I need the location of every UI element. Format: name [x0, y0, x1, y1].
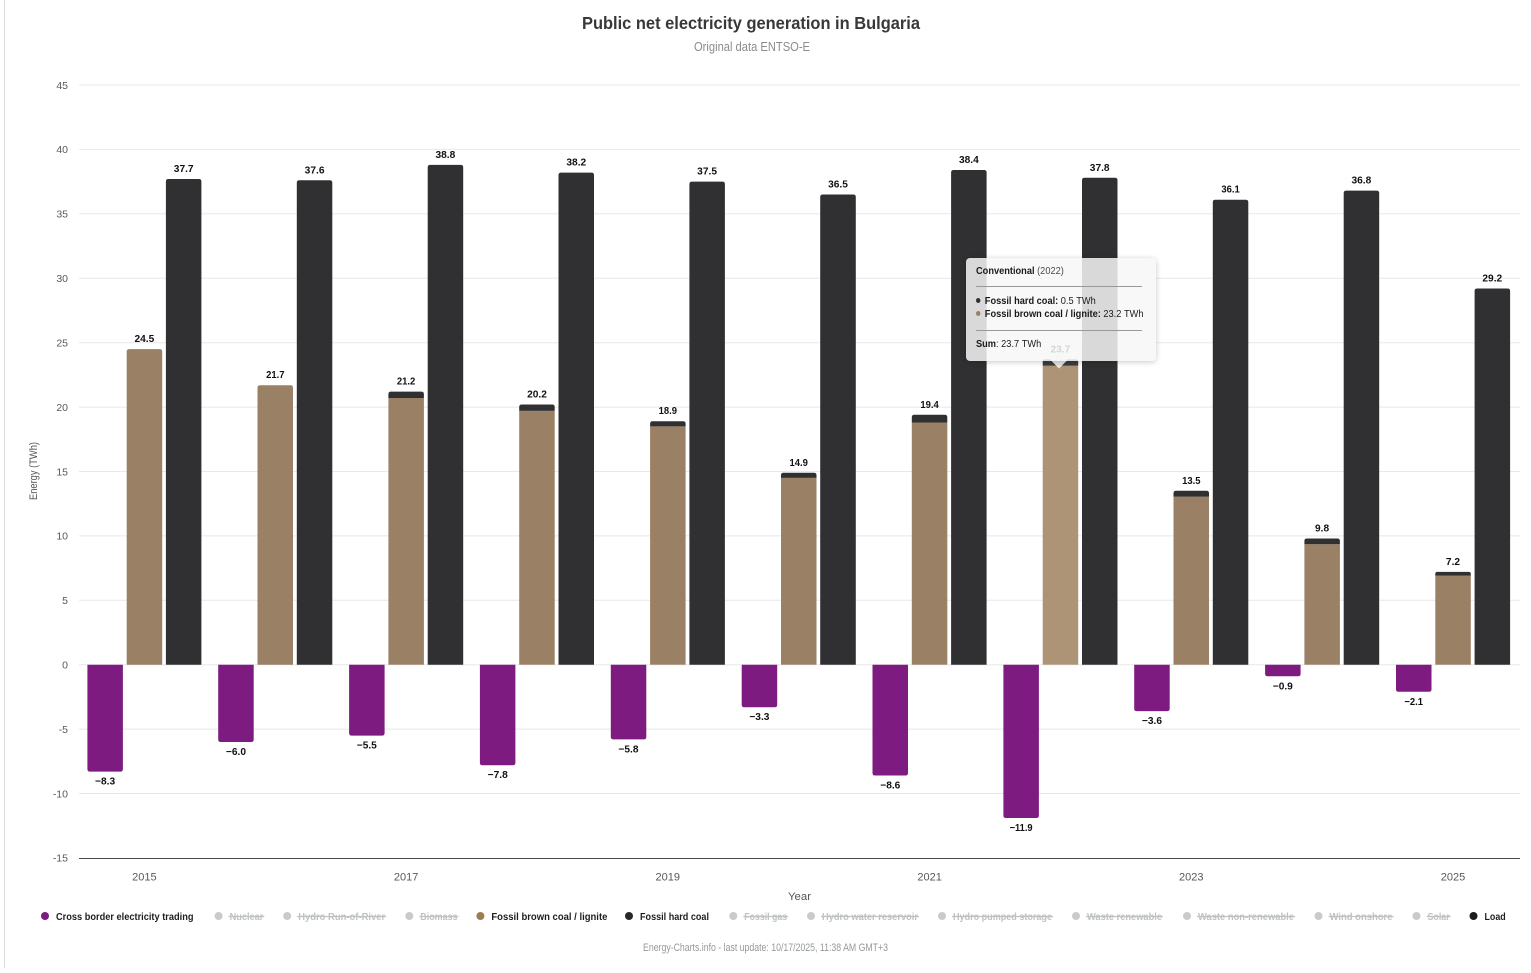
svg-text:38.8: 38.8 — [436, 150, 456, 161]
svg-text:10: 10 — [56, 531, 68, 543]
svg-text:37.6: 37.6 — [305, 165, 325, 176]
svg-text:2017: 2017 — [394, 872, 418, 884]
svg-text:25: 25 — [56, 338, 68, 350]
svg-text:35: 35 — [56, 209, 68, 221]
svg-text:−8.3: −8.3 — [95, 777, 116, 788]
svg-text:Hydro pumped storage: Hydro pumped storage — [953, 912, 1052, 923]
svg-text:30: 30 — [56, 273, 68, 285]
svg-text:21.2: 21.2 — [397, 377, 416, 388]
svg-text:−7.8: −7.8 — [488, 770, 509, 781]
svg-text:Fossil brown coal / lignite: Fossil brown coal / lignite — [491, 912, 607, 923]
svg-text:37.8: 37.8 — [1090, 163, 1110, 174]
svg-text:Hydro water reservoir: Hydro water reservoir — [822, 912, 918, 923]
svg-text:38.2: 38.2 — [566, 158, 586, 169]
svg-text:36.8: 36.8 — [1352, 176, 1372, 187]
svg-text:36.5: 36.5 — [828, 180, 848, 191]
svg-text:18.9: 18.9 — [659, 406, 678, 417]
svg-text:Fossil gas: Fossil gas — [744, 912, 787, 923]
svg-text:Wind onshore: Wind onshore — [1330, 912, 1393, 923]
svg-text:14.9: 14.9 — [790, 458, 809, 469]
svg-text:−3.6: −3.6 — [1142, 716, 1163, 727]
svg-text:40: 40 — [56, 144, 68, 156]
svg-text:20.2: 20.2 — [527, 390, 547, 401]
svg-text:Biomass: Biomass — [420, 912, 458, 923]
svg-text:13.5: 13.5 — [1182, 476, 1201, 487]
svg-text:-15: -15 — [53, 853, 68, 865]
svg-text:−6.0: −6.0 — [226, 747, 247, 758]
svg-text:-5: -5 — [59, 724, 68, 736]
svg-text:−3.3: −3.3 — [749, 712, 770, 723]
svg-text:Nuclear: Nuclear — [230, 912, 264, 923]
svg-text:2019: 2019 — [656, 872, 680, 884]
svg-text:45: 45 — [56, 80, 68, 92]
svg-text:19.4: 19.4 — [920, 400, 939, 411]
svg-text:Public net electricity generat: Public net electricity generation in Bul… — [582, 13, 920, 33]
svg-text:2015: 2015 — [132, 872, 156, 884]
svg-text:15: 15 — [56, 466, 68, 478]
svg-text:2025: 2025 — [1441, 872, 1465, 884]
svg-text:36.1: 36.1 — [1221, 185, 1240, 196]
svg-text:Fossil hard coal: Fossil hard coal — [640, 912, 709, 923]
svg-text:-10: -10 — [53, 788, 68, 800]
svg-text:Cross border electricity tradi: Cross border electricity trading — [56, 912, 194, 923]
svg-text:24.5: 24.5 — [135, 334, 155, 345]
svg-text:Energy-Charts.info - last upda: Energy-Charts.info - last update: 10/17/… — [643, 942, 888, 954]
svg-text:37.7: 37.7 — [174, 164, 194, 175]
svg-text:−2.1: −2.1 — [1404, 697, 1423, 708]
svg-text:38.4: 38.4 — [959, 155, 979, 166]
svg-text:−11.9: −11.9 — [1010, 823, 1033, 834]
svg-text:9.8: 9.8 — [1315, 524, 1330, 535]
svg-text:−5.8: −5.8 — [618, 744, 639, 755]
svg-text:−0.9: −0.9 — [1273, 681, 1294, 692]
svg-text:Waste non-renewable: Waste non-renewable — [1198, 912, 1294, 923]
svg-text:Load: Load — [1485, 912, 1506, 923]
svg-text:−8.6: −8.6 — [880, 781, 901, 792]
svg-text:Waste renewable: Waste renewable — [1087, 912, 1162, 923]
svg-text:Energy (TWh): Energy (TWh) — [28, 442, 40, 500]
svg-text:5: 5 — [62, 595, 68, 607]
svg-text:20: 20 — [56, 402, 68, 414]
svg-text:0: 0 — [62, 660, 68, 672]
svg-text:7.2: 7.2 — [1446, 557, 1461, 568]
svg-text:Hydro Run-of-River: Hydro Run-of-River — [298, 912, 385, 923]
svg-text:2021: 2021 — [917, 872, 941, 884]
svg-text:Year: Year — [788, 891, 811, 903]
svg-text:−5.5: −5.5 — [357, 741, 378, 752]
svg-text:37.5: 37.5 — [697, 167, 717, 178]
svg-text:Solar: Solar — [1428, 912, 1450, 923]
svg-text:Original data ENTSO-E: Original data ENTSO-E — [694, 39, 810, 54]
svg-text:21.7: 21.7 — [266, 370, 285, 381]
svg-text:2023: 2023 — [1179, 872, 1203, 884]
svg-text:29.2: 29.2 — [1482, 274, 1502, 285]
